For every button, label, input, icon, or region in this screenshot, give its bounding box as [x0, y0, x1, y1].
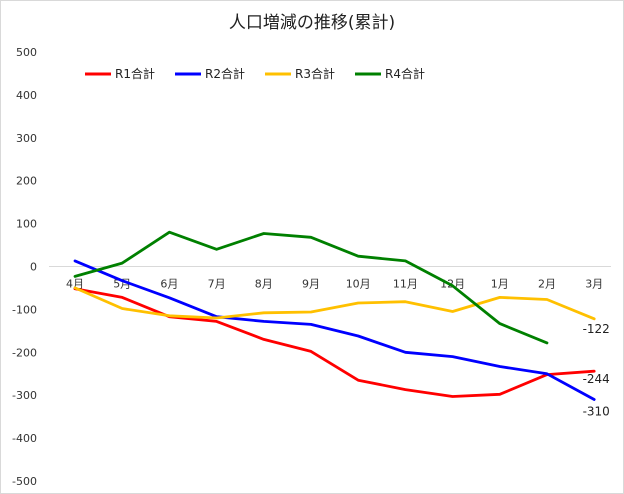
series-line-2	[73, 259, 596, 401]
y-tick-label: 200	[16, 175, 37, 188]
data-label: -122	[583, 322, 610, 336]
data-labels: -122 -244 -310	[583, 322, 610, 419]
x-tick-label: 5月	[113, 278, 131, 291]
y-tick-label: -300	[12, 389, 37, 402]
x-tick-label: 7月	[208, 278, 226, 291]
y-tick-label: -500	[12, 475, 37, 488]
y-tick-label: 500	[16, 46, 37, 59]
y-tick-label: 0	[30, 261, 37, 274]
y-tick-label: 300	[16, 132, 37, 145]
x-tick-label: 8月	[255, 278, 273, 291]
x-tick-label: 12月	[440, 278, 465, 291]
series-lines	[73, 230, 596, 401]
y-tick-label: -100	[12, 303, 37, 316]
series-line-1	[73, 287, 596, 398]
x-tick-label: 4月	[66, 278, 84, 291]
series-line-4	[73, 230, 549, 345]
chart-title: 人口増減の推移(累計)	[229, 13, 395, 33]
series-line-3	[73, 286, 596, 321]
x-tick-label: 1月	[491, 278, 509, 291]
x-axis: 4月 5月 6月 7月 8月 9月 10月 11月 12月 1月 2月 3月	[49, 266, 611, 291]
y-tick-label: 400	[16, 89, 37, 102]
legend-label: R1合計	[115, 66, 155, 81]
legend-label: R2合計	[205, 66, 245, 81]
y-axis: 500 400 300 200 100 0 -100 -200 -300 -400 -500	[12, 46, 37, 488]
x-tick-label: 10月	[346, 278, 371, 291]
x-tick-label: 2月	[538, 278, 556, 291]
legend-label: R4合計	[385, 66, 425, 81]
data-label: -310	[583, 404, 610, 418]
legend-label: R3合計	[295, 66, 335, 81]
x-tick-label: 11月	[393, 278, 418, 291]
x-tick-label: 3月	[585, 278, 603, 291]
x-tick-label: 6月	[160, 278, 178, 291]
y-tick-label: -200	[12, 346, 37, 359]
y-tick-label: 100	[16, 218, 37, 231]
y-tick-label: -400	[12, 432, 37, 445]
legend: R1合計 R2合計 R3合計 R4合計	[85, 66, 425, 81]
data-label: -244	[583, 372, 610, 386]
x-tick-label: 9月	[302, 278, 320, 291]
